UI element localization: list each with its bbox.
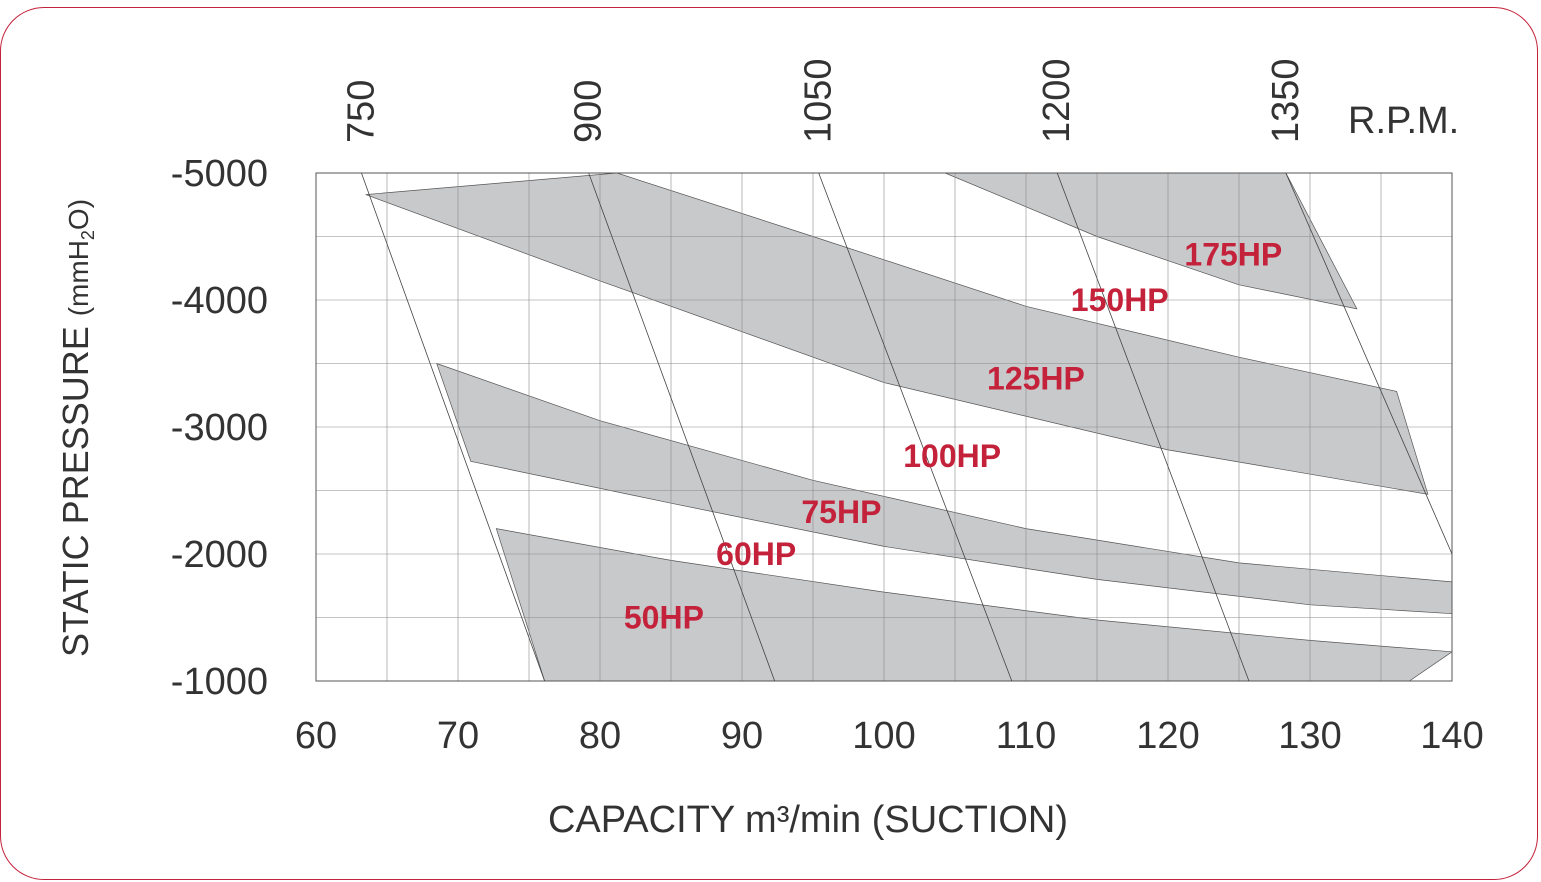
x-tick-label: 90 (721, 715, 763, 757)
rpm-tick-label: 1050 (798, 58, 840, 143)
chart-frame (0, 7, 1538, 880)
hp-label-175hp: 175HP (1184, 236, 1282, 272)
hp-label-60hp: 60HP (716, 536, 796, 572)
y-axis-label-main: STATIC PRESSURE (55, 316, 96, 657)
x-tick-label: 130 (1278, 715, 1341, 757)
rpm-line-900 (588, 173, 776, 681)
y-axis-unit-end: O) (63, 199, 94, 230)
hp-label-150hp: 150HP (1071, 282, 1169, 318)
plot-border (315, 172, 1453, 682)
y-axis-unit-subscript: 2 (78, 230, 98, 240)
rpm-tick-label: 900 (568, 80, 610, 143)
rpm-tick-label: 1200 (1036, 58, 1078, 143)
x-tick-label: 80 (579, 715, 621, 757)
rpm-tick-label: 1350 (1265, 58, 1307, 143)
bands-group (365, 173, 1452, 681)
rpm-axis-label: R.P.M. (1348, 100, 1459, 142)
x-tick-label: 70 (437, 715, 479, 757)
x-tick-label: 140 (1420, 715, 1483, 757)
x-axis-label: CAPACITY m³/min (SUCTION) (548, 799, 1068, 841)
rpm-line-1050 (818, 173, 1013, 681)
x-tick-label: 60 (295, 715, 337, 757)
hp-label-50hp: 50HP (624, 600, 704, 636)
x-tick-label: 100 (852, 715, 915, 757)
y-tick-label: -3000 (171, 407, 268, 449)
rpm-tick-label: 750 (340, 80, 382, 143)
y-tick-label: -5000 (171, 153, 268, 195)
y-tick-label: -2000 (171, 534, 268, 576)
rpm-line-1200 (1056, 173, 1250, 681)
x-tick-label: 110 (996, 715, 1057, 757)
rpm-lines-group (361, 173, 1452, 681)
y-tick-label: -4000 (171, 280, 268, 322)
hp-label-75hp: 75HP (801, 494, 881, 530)
y-axis-unit: (mmH (63, 240, 94, 316)
x-tick-label: 120 (1136, 715, 1199, 757)
hp-label-125hp: 125HP (987, 361, 1085, 397)
hp-label-100hp: 100HP (903, 438, 1001, 474)
y-axis-label: STATIC PRESSURE (mmH2O) (55, 199, 98, 657)
rpm-line-750 (361, 173, 545, 681)
rpm-line-1350 (1285, 173, 1452, 555)
y-tick-label: -1000 (171, 661, 268, 703)
